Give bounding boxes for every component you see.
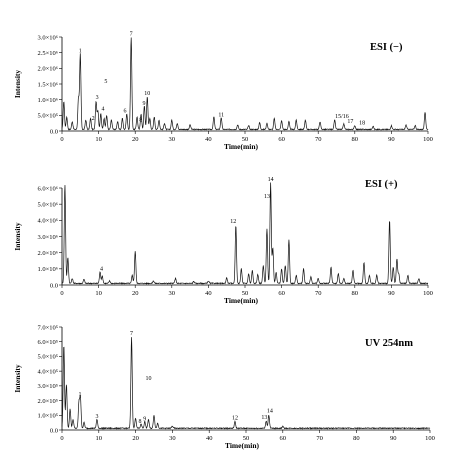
peak-label: 14 [267,408,273,414]
y-tick-label: 7.0×10⁵ [37,324,58,331]
y-tick-label: 1.0×10⁶ [37,266,58,273]
x-tick-label: 20 [132,136,139,143]
x-tick-label: 10 [96,435,103,442]
x-tick-label: 90 [390,435,397,442]
x-tick-label: 50 [242,290,249,297]
peak-label: 13 [261,415,267,421]
x-tick-label: 70 [315,290,322,297]
peak-label: 4 [101,107,104,113]
y-tick-label: 3.0×10⁶ [37,34,58,41]
x-tick-label: 70 [315,136,322,143]
panel-uv-254nm: 0 10 20 30 40 50 60 70 80 90 100 0.0 1.0×10⁵ 2.0×10⁵ 3… [13,324,435,450]
peak-label: 10 [145,376,151,382]
x-tick-label: 100 [425,435,435,442]
y-axis-title: Intensity [13,70,22,99]
panel-label: ESI (+) [365,179,398,190]
peak-label: 6 [123,108,126,114]
x-tick-label: 10 [95,290,102,297]
x-tick-label: 100 [423,136,433,143]
x-tick-label: 60 [278,136,285,143]
peak-label: 8 [139,419,142,425]
x-tick-label: 30 [169,136,176,143]
peak-label: 7 [130,32,133,38]
peak-label: 9 [143,416,146,422]
peak-label: 4 [100,267,103,273]
y-tick-label: 5.0×10⁶ [37,201,58,208]
x-tick-label: 50 [243,435,250,442]
y-tick-label: 4.0×10⁵ [37,368,58,375]
peak-label: 14 [268,177,274,183]
x-tick-label: 20 [132,435,139,442]
peak-label: 13 [264,194,270,200]
x-tick-label: 80 [352,136,359,143]
y-tick-label: 5.0×10⁵ [37,354,58,361]
x-tick-label: 80 [353,435,360,442]
y-tick-label: 2.0×10⁶ [37,66,58,73]
x-tick-label: 30 [169,290,176,297]
y-tick-label: 1.0×10⁶ [37,97,58,104]
peak-label: 1 [79,49,82,55]
y-tick-label: 1.5×10⁶ [37,81,58,88]
y-tick-label: 0.0 [50,128,58,135]
y-tick-label: 6.0×10⁶ [37,185,58,192]
chromatogram-trace [61,337,431,430]
peak-label: 7 [130,331,133,337]
peak-label: 3 [95,414,98,420]
peak-label: 10 [144,91,150,97]
y-tick-label: 2.0×10⁵ [37,398,58,405]
x-tick-label: 40 [206,435,213,442]
y-tick-label: 0.0 [50,427,58,434]
peak-label: 17 [347,119,353,125]
peak-label: 11 [218,112,224,118]
peak-label: 5 [104,79,107,85]
peak-label: 1 [79,392,82,398]
x-axis-title: Time(min) [224,296,259,305]
y-axis-title: Intensity [13,364,22,393]
peak-label: 12 [230,219,236,225]
x-tick-label: 100 [423,290,433,297]
y-tick-label: 2.5×10⁶ [37,50,58,57]
y-tick-label: 1.0×10⁵ [37,413,58,420]
y-tick-label: 2.0×10⁶ [37,250,58,257]
y-tick-label: 5.0×10⁵ [37,113,58,120]
panel-esi-negative: 0 10 20 30 40 50 60 70 80 90 100 0.0 5.0×10⁵ 1.0×10⁶ 1… [13,32,433,152]
x-tick-label: 90 [388,136,395,143]
x-axis-title: Time(min) [224,142,259,151]
y-tick-label: 3.0×10⁶ [37,234,58,241]
x-tick-label: 10 [95,136,102,143]
peak-label: 12 [232,416,238,422]
y-tick-label: 4.0×10⁶ [37,218,58,225]
x-tick-label: 80 [352,290,359,297]
y-tick-label: 0.0 [50,282,58,289]
peak-label: 9 [142,101,145,107]
x-tick-label: 40 [205,290,212,297]
y-tick-label: 3.0×10⁵ [37,383,58,390]
chromatogram-trace [61,182,429,285]
x-tick-label: 20 [132,290,139,297]
peak-label: 15/16 [335,114,349,120]
y-tick-label: 6.0×10⁵ [37,339,58,346]
x-tick-label: 70 [316,435,323,442]
x-tick-label: 30 [169,435,176,442]
peak-label: 2 [92,116,95,122]
x-axis-title: Time(min) [225,441,260,450]
y-axis-title: Intensity [13,222,22,251]
x-tick-label: 40 [205,136,212,143]
x-tick-label: 0 [60,435,63,442]
peak-label: 3 [96,95,99,101]
x-tick-label: 90 [388,290,395,297]
panel-esi-positive: 0 10 20 30 40 50 60 70 80 90 100 0.0 1.0×10⁶ 2.0×10⁶ 3… [13,177,433,305]
panel-label: UV 254nm [365,338,413,349]
x-tick-label: 0 [60,290,63,297]
x-tick-label: 60 [278,290,285,297]
peak-label: 18 [359,120,365,126]
peak-label: 8 [139,118,142,124]
x-tick-label: 60 [280,435,287,442]
chromatogram-trace [61,37,429,131]
panel-label: ESI (−) [370,42,403,53]
x-tick-label: 50 [242,136,249,143]
x-tick-label: 0 [60,136,63,143]
